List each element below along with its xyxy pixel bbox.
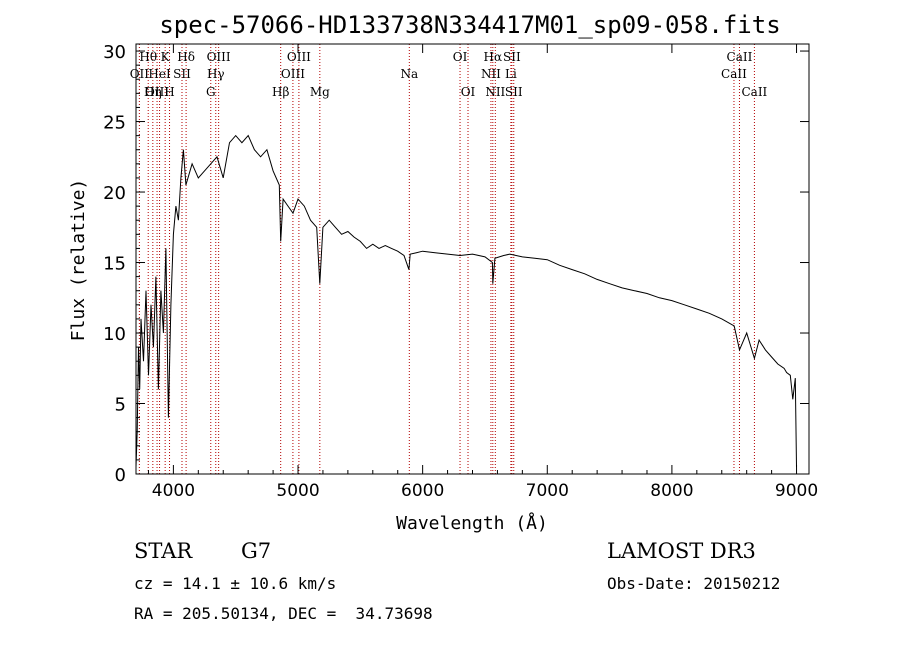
marker-label: CaII — [721, 67, 747, 81]
marker-label: G — [206, 85, 216, 99]
marker-label: Hδ — [177, 50, 195, 64]
marker-label: Li — [505, 67, 517, 81]
y-tick-label: 25 — [103, 113, 126, 134]
x-tick-label: 4000 — [152, 481, 195, 501]
x-tick-label: 9000 — [775, 481, 818, 501]
object-subclass: G7 — [241, 539, 272, 563]
x-tick-label: 7000 — [526, 481, 569, 501]
chart-title: spec-57066-HD133738N334417M01_sp09-058.f… — [159, 11, 780, 39]
marker-label: K — [161, 50, 171, 64]
marker-label: H — [164, 85, 174, 99]
y-tick-label: 20 — [103, 183, 126, 204]
marker-label: SII — [503, 50, 521, 64]
marker-label: Hθ — [139, 50, 157, 64]
marker-lines — [138, 44, 755, 474]
marker-label: OI — [461, 85, 476, 99]
y-axis: 0 5 10 15 20 25 30 — [103, 42, 809, 486]
x-tick-label: 8000 — [650, 481, 693, 501]
marker-label: SII — [173, 67, 191, 81]
x-axis: 4000 5000 6000 7000 8000 9000 — [147, 44, 818, 501]
object-class: STAR — [134, 539, 193, 563]
marker-label: Hγ — [207, 67, 225, 81]
survey-name: LAMOST DR3 — [607, 539, 756, 563]
marker-label: Hα — [484, 50, 503, 64]
obs-date: Obs-Date: 20150212 — [607, 574, 781, 593]
spectrum-line — [135, 134, 797, 468]
y-tick-label: 0 — [115, 465, 126, 486]
marker-label: Mg — [310, 85, 330, 99]
y-tick-label: 5 — [115, 395, 126, 416]
x-tick-label: 6000 — [401, 481, 444, 501]
marker-label: OII — [130, 67, 150, 81]
marker-label: OIII — [145, 85, 169, 99]
marker-label: Hβ — [272, 85, 289, 99]
y-tick-label: 10 — [103, 324, 126, 345]
plot-frame — [135, 43, 810, 475]
y-tick-label: 15 — [103, 254, 126, 275]
marker-label: OIII — [287, 50, 311, 64]
x-axis-label: Wavelength (Å) — [396, 512, 548, 534]
x-tick-label: 5000 — [276, 481, 319, 501]
marker-label: HeI — [148, 67, 171, 81]
marker-label: Na — [400, 67, 418, 81]
redshift-value: cz = 14.1 ± 10.6 km/s — [134, 574, 337, 593]
y-axis-label: Flux (relative) — [68, 179, 89, 342]
marker-label: NII — [485, 85, 505, 99]
marker-label: CaII — [741, 85, 767, 99]
ra-dec-coordinates: RA = 205.50134, DEC = 34.73698 — [134, 604, 433, 623]
marker-label: CaII — [727, 50, 753, 64]
marker-label: OI — [453, 50, 468, 64]
marker-label: OIII — [207, 50, 231, 64]
marker-label: Hη — [144, 85, 162, 99]
y-tick-label: 30 — [103, 42, 126, 63]
marker-label: NII — [481, 67, 501, 81]
marker-label: SII — [505, 85, 523, 99]
marker-label: OIII — [281, 67, 305, 81]
